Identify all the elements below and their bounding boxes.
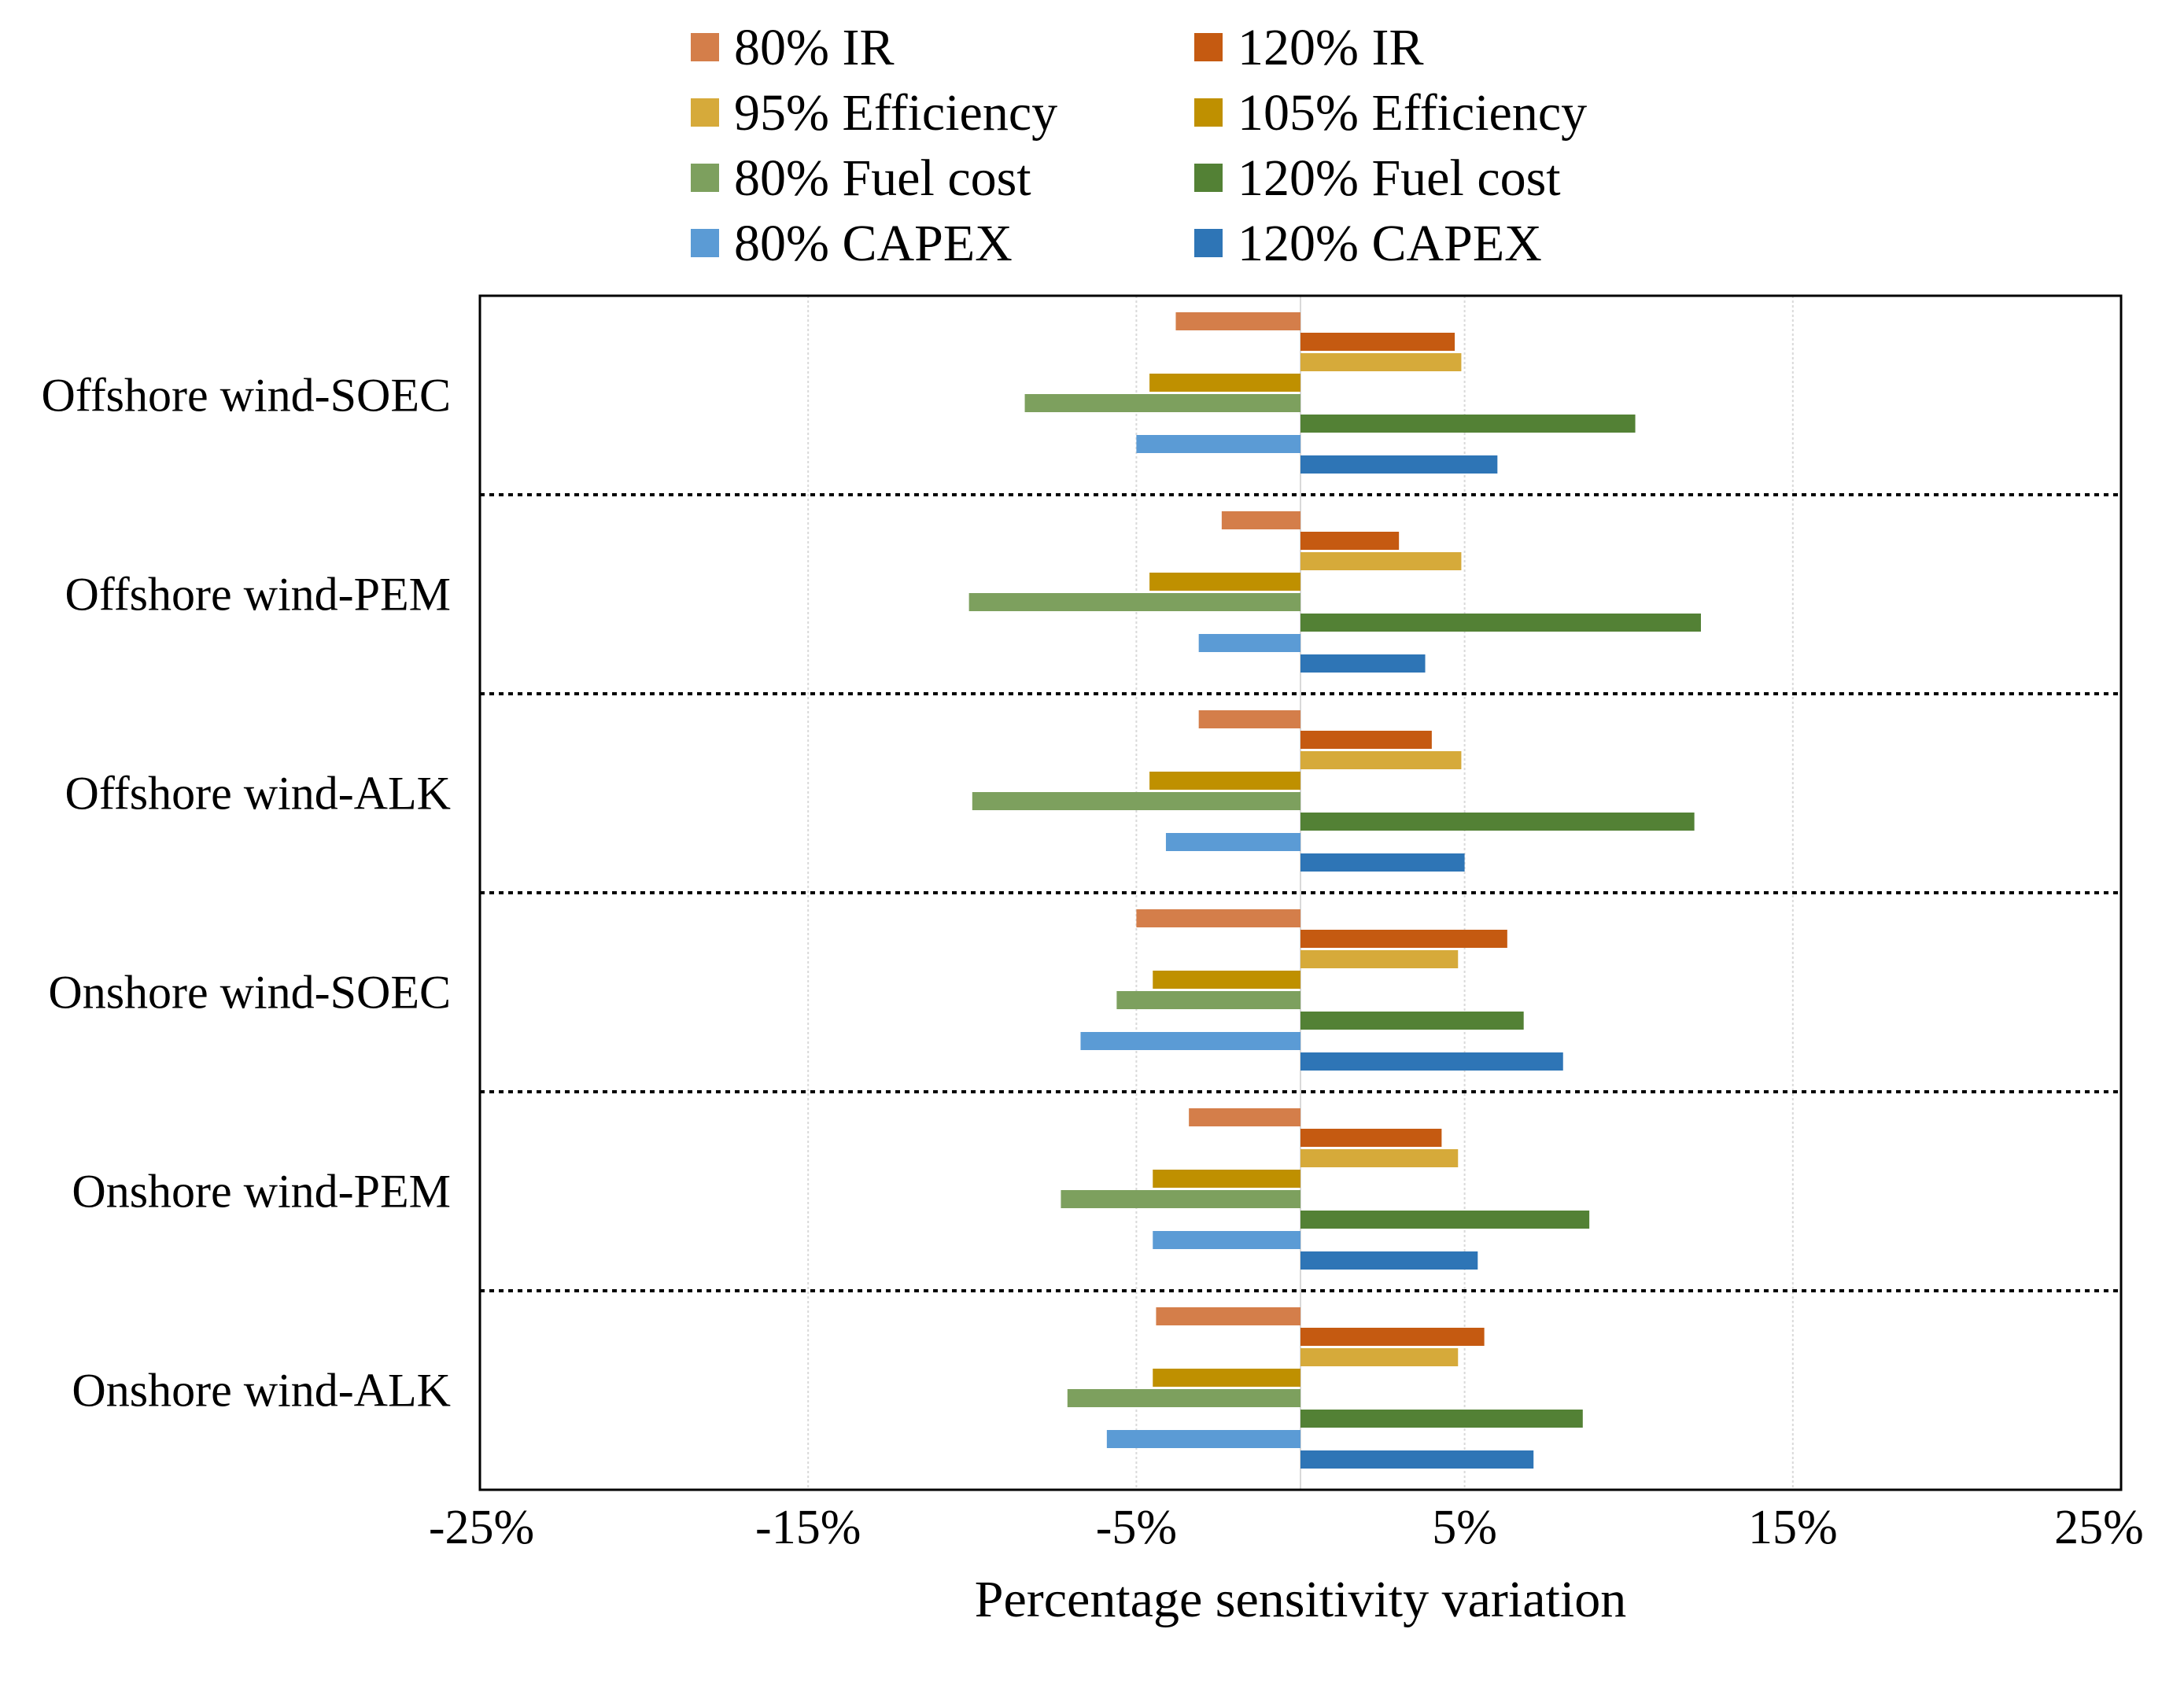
bar-5-1 — [1189, 1108, 1300, 1126]
bar-1-4 — [1149, 374, 1300, 392]
legend-swatch-5 — [691, 164, 719, 192]
bar-5-7 — [1153, 1231, 1300, 1249]
bar-3-2 — [1300, 731, 1432, 749]
bar-1-3 — [1300, 353, 1462, 371]
legend-swatch-3 — [691, 98, 719, 127]
bar-1-8 — [1300, 455, 1498, 474]
bar-4-6 — [1300, 1012, 1524, 1030]
x-tick-label: 15% — [1748, 1501, 1838, 1554]
bar-6-7 — [1106, 1430, 1300, 1448]
legend-label-1: 80% IR — [734, 19, 894, 76]
bar-5-3 — [1300, 1149, 1459, 1167]
category-label: Onshore wind-ALK — [72, 1365, 451, 1417]
category-labels: Offshore wind-SOEC Offshore wind-PEM Offsh… — [41, 370, 451, 1417]
legend-swatch-4 — [1194, 98, 1223, 127]
bar-6-8 — [1300, 1450, 1534, 1469]
bar-2-1 — [1221, 511, 1300, 529]
bar-2-2 — [1300, 532, 1400, 550]
legend-swatch-7 — [691, 229, 719, 257]
bar-4-3 — [1300, 950, 1459, 968]
legend-swatch-6 — [1194, 164, 1223, 192]
bar-1-2 — [1300, 333, 1455, 351]
x-axis-title: Percentage sensitivity variation — [975, 1571, 1626, 1628]
legend-swatch-8 — [1194, 229, 1223, 257]
x-tick-label: 5% — [1432, 1501, 1497, 1554]
legend-label-8: 120% CAPEX — [1238, 215, 1542, 272]
bar-5-8 — [1300, 1251, 1478, 1270]
bar-1-1 — [1175, 312, 1300, 330]
bar-6-3 — [1300, 1348, 1459, 1366]
category-label: Offshore wind-PEM — [65, 569, 451, 621]
legend-label-2: 120% IR — [1238, 19, 1423, 76]
bar-3-8 — [1300, 853, 1465, 872]
bar-1-7 — [1136, 435, 1300, 453]
bar-4-5 — [1116, 991, 1300, 1009]
category-label: Onshore wind-PEM — [72, 1166, 451, 1218]
bar-4-4 — [1153, 971, 1300, 989]
x-tick-label: 25% — [2054, 1501, 2144, 1554]
bar-4-2 — [1300, 930, 1507, 948]
bar-3-7 — [1165, 833, 1300, 851]
bar-3-4 — [1149, 772, 1300, 790]
category-label: Offshore wind-ALK — [65, 768, 451, 820]
bar-6-2 — [1300, 1328, 1485, 1346]
bar-6-1 — [1156, 1307, 1300, 1325]
legend-label-7: 80% CAPEX — [734, 215, 1013, 272]
plot-frame — [478, 294, 2123, 1491]
bar-1-5 — [1024, 394, 1300, 412]
legend-label-3: 95% Efficiency — [734, 84, 1057, 142]
bar-2-4 — [1149, 573, 1300, 591]
bar-3-6 — [1300, 813, 1695, 831]
bar-4-7 — [1080, 1032, 1300, 1050]
bar-5-5 — [1061, 1190, 1300, 1208]
x-tick-label: -25% — [429, 1501, 534, 1554]
legend-swatch-1 — [691, 33, 719, 61]
bar-3-5 — [972, 792, 1300, 810]
bar-6-6 — [1300, 1410, 1583, 1428]
bars — [968, 312, 1701, 1469]
category-label: Onshore wind-SOEC — [48, 967, 451, 1019]
x-tick-label: -5% — [1096, 1501, 1177, 1554]
bar-5-2 — [1300, 1129, 1442, 1147]
bar-2-5 — [968, 593, 1300, 611]
bar-4-1 — [1136, 909, 1300, 927]
category-label: Offshore wind-SOEC — [41, 370, 451, 422]
bar-2-7 — [1198, 634, 1300, 652]
bar-2-8 — [1300, 654, 1426, 673]
bar-3-1 — [1198, 710, 1300, 728]
bar-4-8 — [1300, 1052, 1563, 1071]
legend-label-4: 105% Efficiency — [1238, 84, 1587, 142]
legend: 80% IR 120% IR 95% Efficiency 105% Efficien… — [691, 19, 1587, 272]
bar-5-6 — [1300, 1211, 1590, 1229]
bar-6-5 — [1067, 1389, 1300, 1407]
legend-label-5: 80% Fuel cost — [734, 149, 1031, 207]
bar-6-4 — [1153, 1369, 1300, 1387]
bar-2-6 — [1300, 614, 1701, 632]
x-tick-labels: -25% -15% -5% 5% 15% 25% — [429, 1501, 2144, 1554]
legend-label-6: 120% Fuel cost — [1238, 149, 1561, 207]
x-tick-label: -15% — [755, 1501, 861, 1554]
bar-3-3 — [1300, 751, 1462, 769]
bar-5-4 — [1153, 1170, 1300, 1188]
legend-swatch-2 — [1194, 33, 1223, 61]
bar-2-3 — [1300, 552, 1462, 570]
bar-1-6 — [1300, 415, 1636, 433]
